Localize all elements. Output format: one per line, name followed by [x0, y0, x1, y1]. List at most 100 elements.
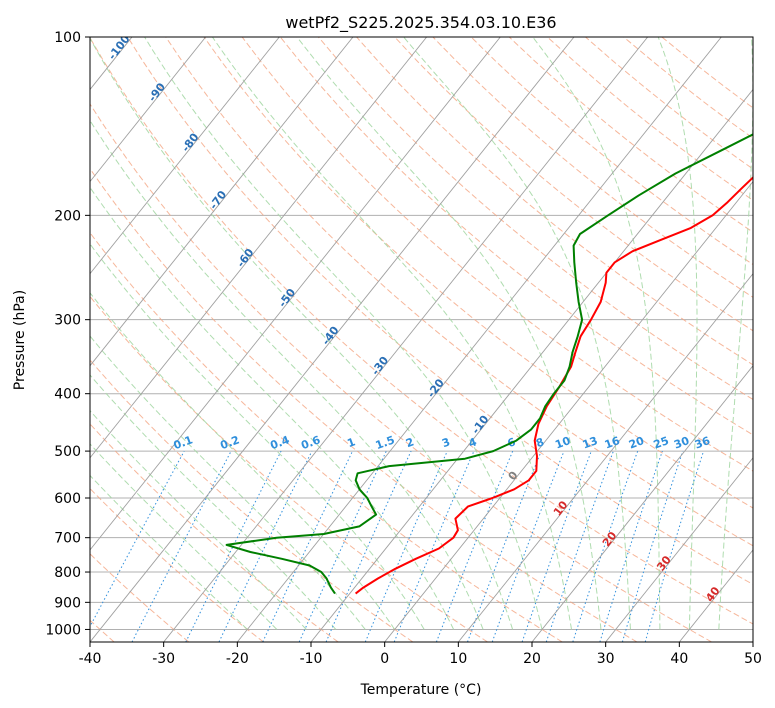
- x-tick-label: 10: [449, 651, 467, 667]
- chart-title: wetPf2_S225.2025.354.03.10.E36: [285, 13, 556, 33]
- moist-adiabat-line: [90, 443, 278, 630]
- mixing-ratio-label: 1: [346, 435, 358, 450]
- dry-adiabat-line: [90, 37, 753, 625]
- mixing-ratio-label: 16: [603, 434, 622, 452]
- x-tick-label: -30: [152, 651, 175, 667]
- mixing-ratio-line: [491, 450, 565, 642]
- dry-adiabat-line: [279, 37, 753, 436]
- mixing-ratio-line: [325, 450, 412, 642]
- mixing-ratio-line: [364, 450, 448, 642]
- isotherm-line: [90, 37, 207, 183]
- x-tick-label: -20: [226, 651, 249, 667]
- mixing-ratio-label: 0.2: [219, 433, 242, 452]
- mixing-ratio-line: [545, 450, 614, 642]
- isotherm-line: [90, 37, 280, 275]
- dry-adiabat-line: [318, 37, 753, 401]
- y-tick-label: 400: [54, 387, 81, 403]
- y-tick-label: 800: [54, 565, 81, 581]
- mixing-ratio-label: 25: [652, 434, 671, 451]
- dry-adiabat-line: [90, 487, 264, 642]
- isotherm-line: [90, 37, 354, 367]
- x-tick-label: -40: [79, 651, 102, 667]
- moist-adiabat-line: [90, 474, 248, 630]
- moist-adiabat-line: [296, 37, 602, 630]
- x-tick-label: 50: [744, 651, 762, 667]
- mixing-ratio-label: 0.1: [172, 433, 195, 452]
- x-tick-label: 0: [380, 651, 389, 667]
- isotherm-line: [90, 37, 501, 551]
- mixing-ratio-label: 2: [404, 435, 416, 450]
- mixing-ratio-label: 1.5: [374, 433, 397, 452]
- dry-adiabat-line: [203, 37, 753, 509]
- moist-adiabat-line: [90, 409, 307, 630]
- isotherm-line: [457, 272, 753, 642]
- mixing-ratio-label: 0.4: [269, 433, 292, 452]
- isotherm-line: [236, 37, 722, 642]
- y-tick-label: 1000: [45, 622, 81, 638]
- x-axis: -40 -30 -20 -10 0 10 20 30 40 50: [79, 642, 762, 667]
- isotherms: [90, 37, 753, 642]
- mixing-ratio-label: 8: [534, 435, 546, 450]
- dry-adiabat-line: [90, 295, 488, 642]
- mixing-ratio-line: [572, 450, 639, 642]
- mixing-ratio-label: 13: [581, 434, 600, 451]
- mixing-ratio-label: 30: [672, 434, 691, 452]
- moist-adiabat-line: [90, 186, 455, 630]
- mixing-ratio-line: [599, 450, 663, 642]
- sounding-series: [225, 133, 753, 595]
- mixing-ratio-line: [90, 450, 185, 628]
- mixing-ratio-line: [467, 450, 542, 642]
- moist-adiabat-line: [90, 335, 366, 630]
- isotherm-line: [163, 37, 649, 642]
- moist-adiabats: [90, 37, 753, 630]
- dewpoint-profile-line: [225, 133, 753, 595]
- mixing-ratio-label: 0.6: [299, 433, 322, 452]
- dry-adiabat-line: [90, 553, 190, 642]
- mixing-ratio-label: 4: [467, 435, 479, 450]
- isotherm-line: [90, 37, 575, 642]
- moist-adiabat-line: [532, 37, 661, 630]
- dry-adiabat-line: [394, 37, 753, 332]
- y-tick-label: 300: [54, 313, 81, 329]
- moist-adiabat-line: [144, 37, 543, 630]
- moist-adiabat-line: [718, 37, 753, 630]
- mixing-ratio-line: [185, 450, 282, 642]
- isotherm-line: [384, 180, 753, 642]
- dry-adiabat-line: [127, 37, 753, 586]
- moist-adiabat-line: [90, 243, 425, 630]
- mixing-ratio-line: [435, 450, 514, 642]
- y-tick-label: 500: [54, 444, 81, 460]
- y-tick-label: 900: [54, 595, 81, 611]
- plot-background: [90, 37, 753, 642]
- y-tick-label: 700: [54, 531, 81, 547]
- y-tick-label: 100: [54, 30, 81, 46]
- x-tick-label: -10: [300, 651, 323, 667]
- x-tick-label: 20: [523, 651, 541, 667]
- mixing-ratio-label: 36: [693, 434, 712, 452]
- isotherm-line: [90, 37, 428, 459]
- x-tick-label: 30: [597, 651, 615, 667]
- moist-adiabat-line: [90, 119, 484, 630]
- plot-frame: [89, 36, 754, 643]
- y-axis: 100 200 300 400 500 600 700 800 900 1000: [45, 30, 90, 638]
- isotherm-line: [310, 88, 753, 642]
- x-tick-label: 40: [670, 651, 688, 667]
- dry-adiabat-line: [90, 231, 563, 642]
- temperature-profile-line: [354, 176, 753, 595]
- isotherm-line: [605, 457, 753, 642]
- y-tick-label: 600: [54, 491, 81, 507]
- dry-adiabat-line: [90, 103, 712, 642]
- moist-adiabat-line: [403, 37, 631, 630]
- mixing-ratio-label: 3: [440, 435, 452, 450]
- x-axis-label: Temperature (°C): [360, 682, 482, 698]
- mixing-ratio-label: 20: [627, 434, 646, 452]
- mixing-ratio-line: [621, 450, 684, 642]
- moist-adiabat-line: [90, 292, 396, 630]
- moist-adiabat-line: [657, 37, 698, 630]
- mixing-ratio-line: [521, 450, 592, 642]
- isotherm-line: [531, 365, 753, 642]
- mixing-ratio-label: 10: [553, 434, 572, 452]
- moist-adiabat-line: [211, 37, 572, 630]
